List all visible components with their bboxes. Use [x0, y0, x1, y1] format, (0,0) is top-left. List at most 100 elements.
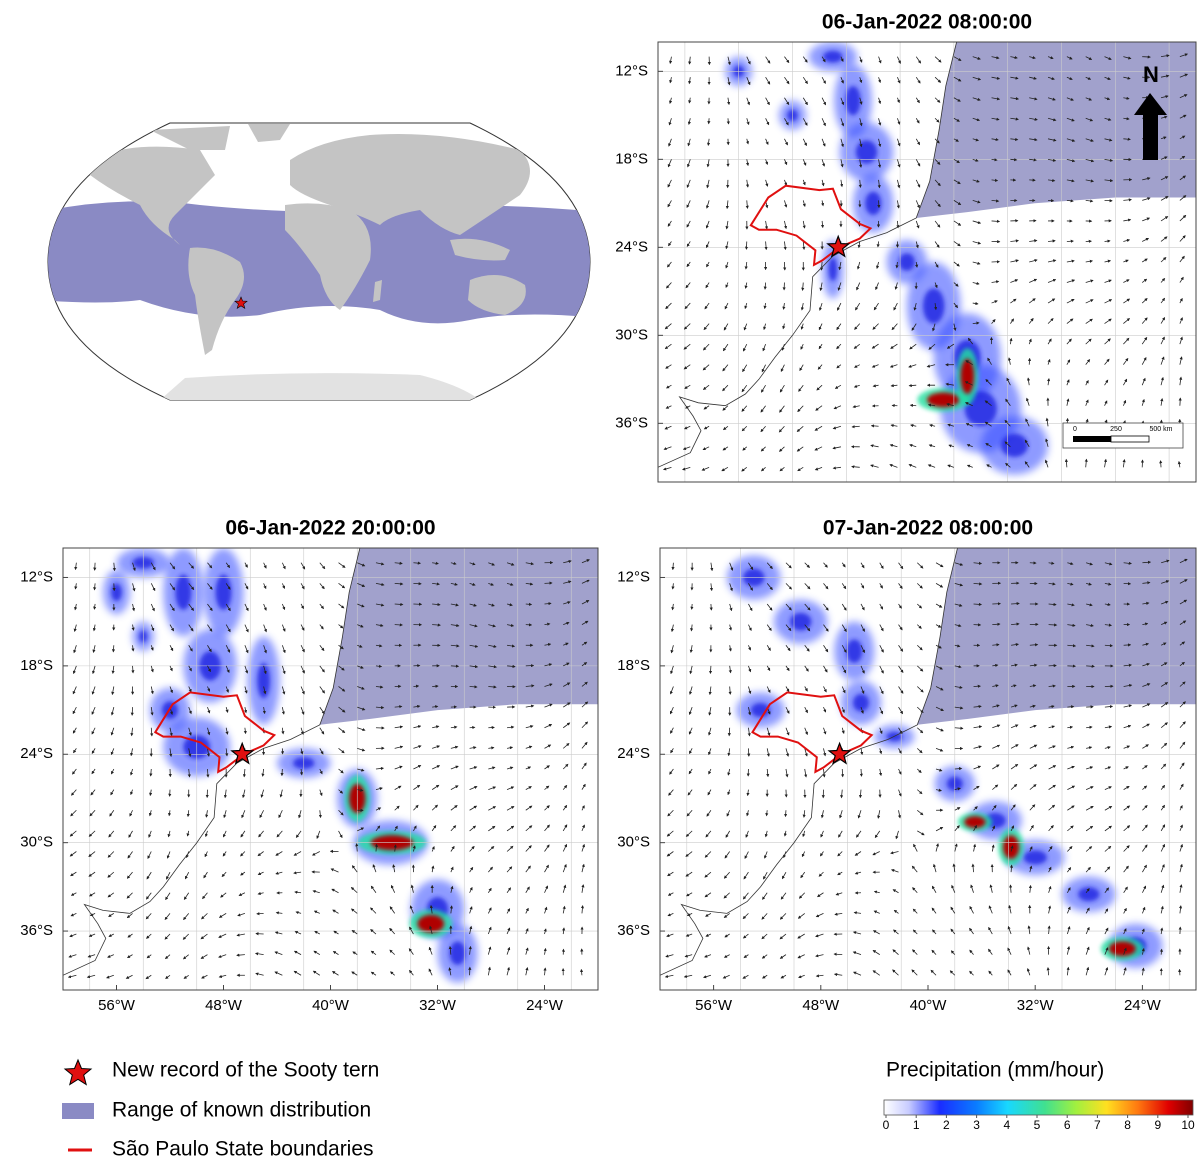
wind-arrow — [1161, 949, 1162, 954]
precipitation — [846, 639, 862, 663]
panel-title: 07-Jan-2022 08:00:00 — [823, 517, 1033, 540]
wind-arrow — [432, 625, 440, 626]
wind-arrow — [1105, 645, 1112, 646]
panel-title: 06-Jan-2022 20:00:00 — [225, 517, 435, 540]
wind-arrow — [395, 604, 403, 605]
lon-label: 24°W — [526, 997, 564, 1014]
colorbar-tick-label: 2 — [943, 1118, 950, 1132]
precipitation — [790, 613, 811, 631]
range-area — [917, 548, 1196, 725]
lat-label: 18°S — [20, 657, 53, 674]
precipitation — [257, 663, 270, 698]
precipitation — [450, 941, 466, 965]
colorbar-tick-label: 7 — [1094, 1118, 1101, 1132]
colorbar-tick-label: 8 — [1124, 1118, 1131, 1132]
lon-label: 48°W — [205, 997, 243, 1014]
lat-label: 24°S — [615, 238, 648, 255]
precipitation — [964, 816, 985, 828]
lat-label: 30°S — [617, 834, 650, 851]
scale-seg — [1111, 436, 1149, 442]
colorbar-tick-label: 6 — [1064, 1118, 1071, 1132]
north-label: N — [1143, 62, 1159, 87]
wind-arrow — [861, 769, 862, 776]
lat-label: 18°S — [617, 657, 650, 674]
lat-label: 12°S — [20, 568, 53, 585]
colorbar-tick-label: 4 — [1003, 1118, 1010, 1132]
legend-label: New record of the Sooty tern — [112, 1059, 379, 1082]
colorbar-ramp — [884, 1100, 1193, 1115]
precipitation — [1001, 434, 1028, 457]
world-map — [40, 123, 600, 400]
panel-content — [63, 548, 598, 990]
scale-seg — [1073, 436, 1111, 442]
wind-arrow — [834, 954, 842, 955]
colorbar-tick-label: 1 — [913, 1118, 920, 1132]
colorbar-title: Precipitation (mm/hour) — [886, 1059, 1104, 1082]
colorbar-tick-label: 10 — [1181, 1118, 1195, 1132]
lon-label: 40°W — [312, 997, 350, 1014]
precipitation — [845, 86, 860, 115]
figure: New record of the Sooty tern Range of kn… — [0, 0, 1199, 1162]
lat-label: 24°S — [617, 745, 650, 762]
legend-label: São Paulo State boundaries — [112, 1138, 374, 1161]
legend: New record of the Sooty tern Range of kn… — [62, 1059, 379, 1161]
lon-label: 48°W — [802, 997, 840, 1014]
scale-label: 0 — [1073, 426, 1077, 433]
map-panel: 06-Jan-2022 20:00:00 12°S 18°S 24°S 30°S 36°S… — [20, 517, 598, 1014]
precipitation — [1003, 835, 1019, 859]
wind-arrow — [992, 221, 1000, 222]
wind-arrow — [413, 583, 421, 584]
lat-label: 36°S — [615, 414, 648, 431]
colorbar-tick-label: 3 — [973, 1118, 980, 1132]
lat-label: 24°S — [20, 745, 53, 762]
lon-label: 32°W — [1017, 997, 1055, 1014]
lat-label: 30°S — [615, 326, 648, 343]
lat-label: 30°S — [20, 834, 53, 851]
lon-label: 32°W — [419, 997, 457, 1014]
lon-label: 56°W — [695, 997, 733, 1014]
wind-arrow — [992, 624, 999, 625]
precipitation — [853, 694, 869, 712]
precipitation — [111, 583, 122, 601]
scale-label: 250 — [1110, 426, 1122, 433]
lon-label: 56°W — [98, 997, 136, 1014]
wind-arrow — [710, 666, 711, 673]
map-panel: 07-Jan-2022 08:00:0012°S18°S24°S30°S36°S… — [617, 517, 1196, 1014]
wind-arrow — [974, 604, 982, 605]
precipitation — [215, 575, 231, 610]
wind-arrow — [1067, 707, 1073, 708]
legend-star — [65, 1060, 91, 1085]
panel-title: 06-Jan-2022 08:00:00 — [822, 11, 1032, 34]
precipitation — [829, 258, 838, 281]
wind-arrow — [765, 283, 766, 289]
lat-label: 12°S — [615, 62, 648, 79]
scale-bar: 0 250 500 km — [1063, 423, 1183, 448]
lon-label: 24°W — [1124, 997, 1162, 1014]
scale-label: 500 km — [1150, 426, 1173, 433]
wind-arrow — [1011, 603, 1019, 604]
colorbar-tick-label: 5 — [1034, 1118, 1041, 1132]
precipitation — [923, 288, 945, 323]
wind-arrow — [1124, 583, 1131, 584]
wind-arrow — [872, 426, 879, 427]
wind-arrow — [1086, 666, 1094, 667]
map-panel: 06-Jan-2022 08:00:00 12°S 18°S 24°S 30°S 36°S — [615, 11, 1196, 482]
precipitation — [899, 253, 915, 271]
precipitation — [1023, 850, 1047, 864]
precipitation — [823, 51, 842, 63]
colorbar-tick-label: 0 — [883, 1118, 890, 1132]
lon-label: 40°W — [910, 997, 948, 1014]
wind-arrow — [413, 686, 418, 687]
range-area — [320, 548, 598, 725]
lat-label: 36°S — [20, 922, 53, 939]
legend-swatch — [62, 1103, 94, 1119]
precipitation — [1109, 941, 1136, 956]
lat-label: 18°S — [615, 150, 648, 167]
wind-arrow — [113, 645, 114, 651]
precipitation — [856, 140, 878, 163]
wind-arrow — [470, 686, 477, 687]
legend-label: Range of known distribution — [112, 1099, 371, 1122]
wind-arrow — [729, 728, 730, 736]
panel-content — [660, 548, 1196, 990]
